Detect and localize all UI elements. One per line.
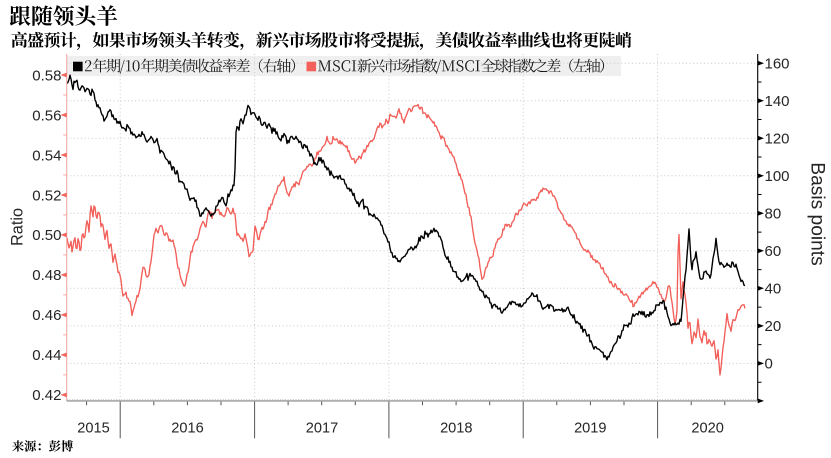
svg-text:0.54: 0.54	[32, 147, 61, 164]
svg-text:0.58: 0.58	[32, 67, 61, 84]
svg-text:0.42: 0.42	[32, 387, 61, 404]
svg-text:0: 0	[765, 356, 773, 373]
svg-text:0.44: 0.44	[32, 347, 61, 364]
svg-text:20: 20	[765, 318, 782, 335]
svg-text:2015: 2015	[77, 420, 109, 436]
svg-text:2020: 2020	[691, 420, 723, 436]
svg-text:140: 140	[765, 93, 790, 110]
svg-text:Basis points: Basis points	[807, 162, 828, 265]
svg-text:0.48: 0.48	[32, 267, 61, 284]
svg-text:120: 120	[765, 131, 790, 148]
svg-text:2016: 2016	[171, 420, 203, 436]
svg-text:160: 160	[765, 56, 790, 73]
svg-text:100: 100	[765, 168, 790, 185]
svg-text:60: 60	[765, 243, 782, 260]
svg-text:0.50: 0.50	[32, 227, 61, 244]
svg-text:2018: 2018	[440, 420, 472, 436]
svg-text:40: 40	[765, 281, 782, 298]
svg-text:0.52: 0.52	[32, 187, 61, 204]
svg-text:2019: 2019	[574, 420, 606, 436]
svg-text:Ratio: Ratio	[8, 208, 26, 246]
svg-text:0.46: 0.46	[32, 307, 61, 324]
svg-text:2017: 2017	[306, 420, 338, 436]
svg-text:80: 80	[765, 206, 782, 223]
svg-text:0.56: 0.56	[32, 107, 61, 124]
